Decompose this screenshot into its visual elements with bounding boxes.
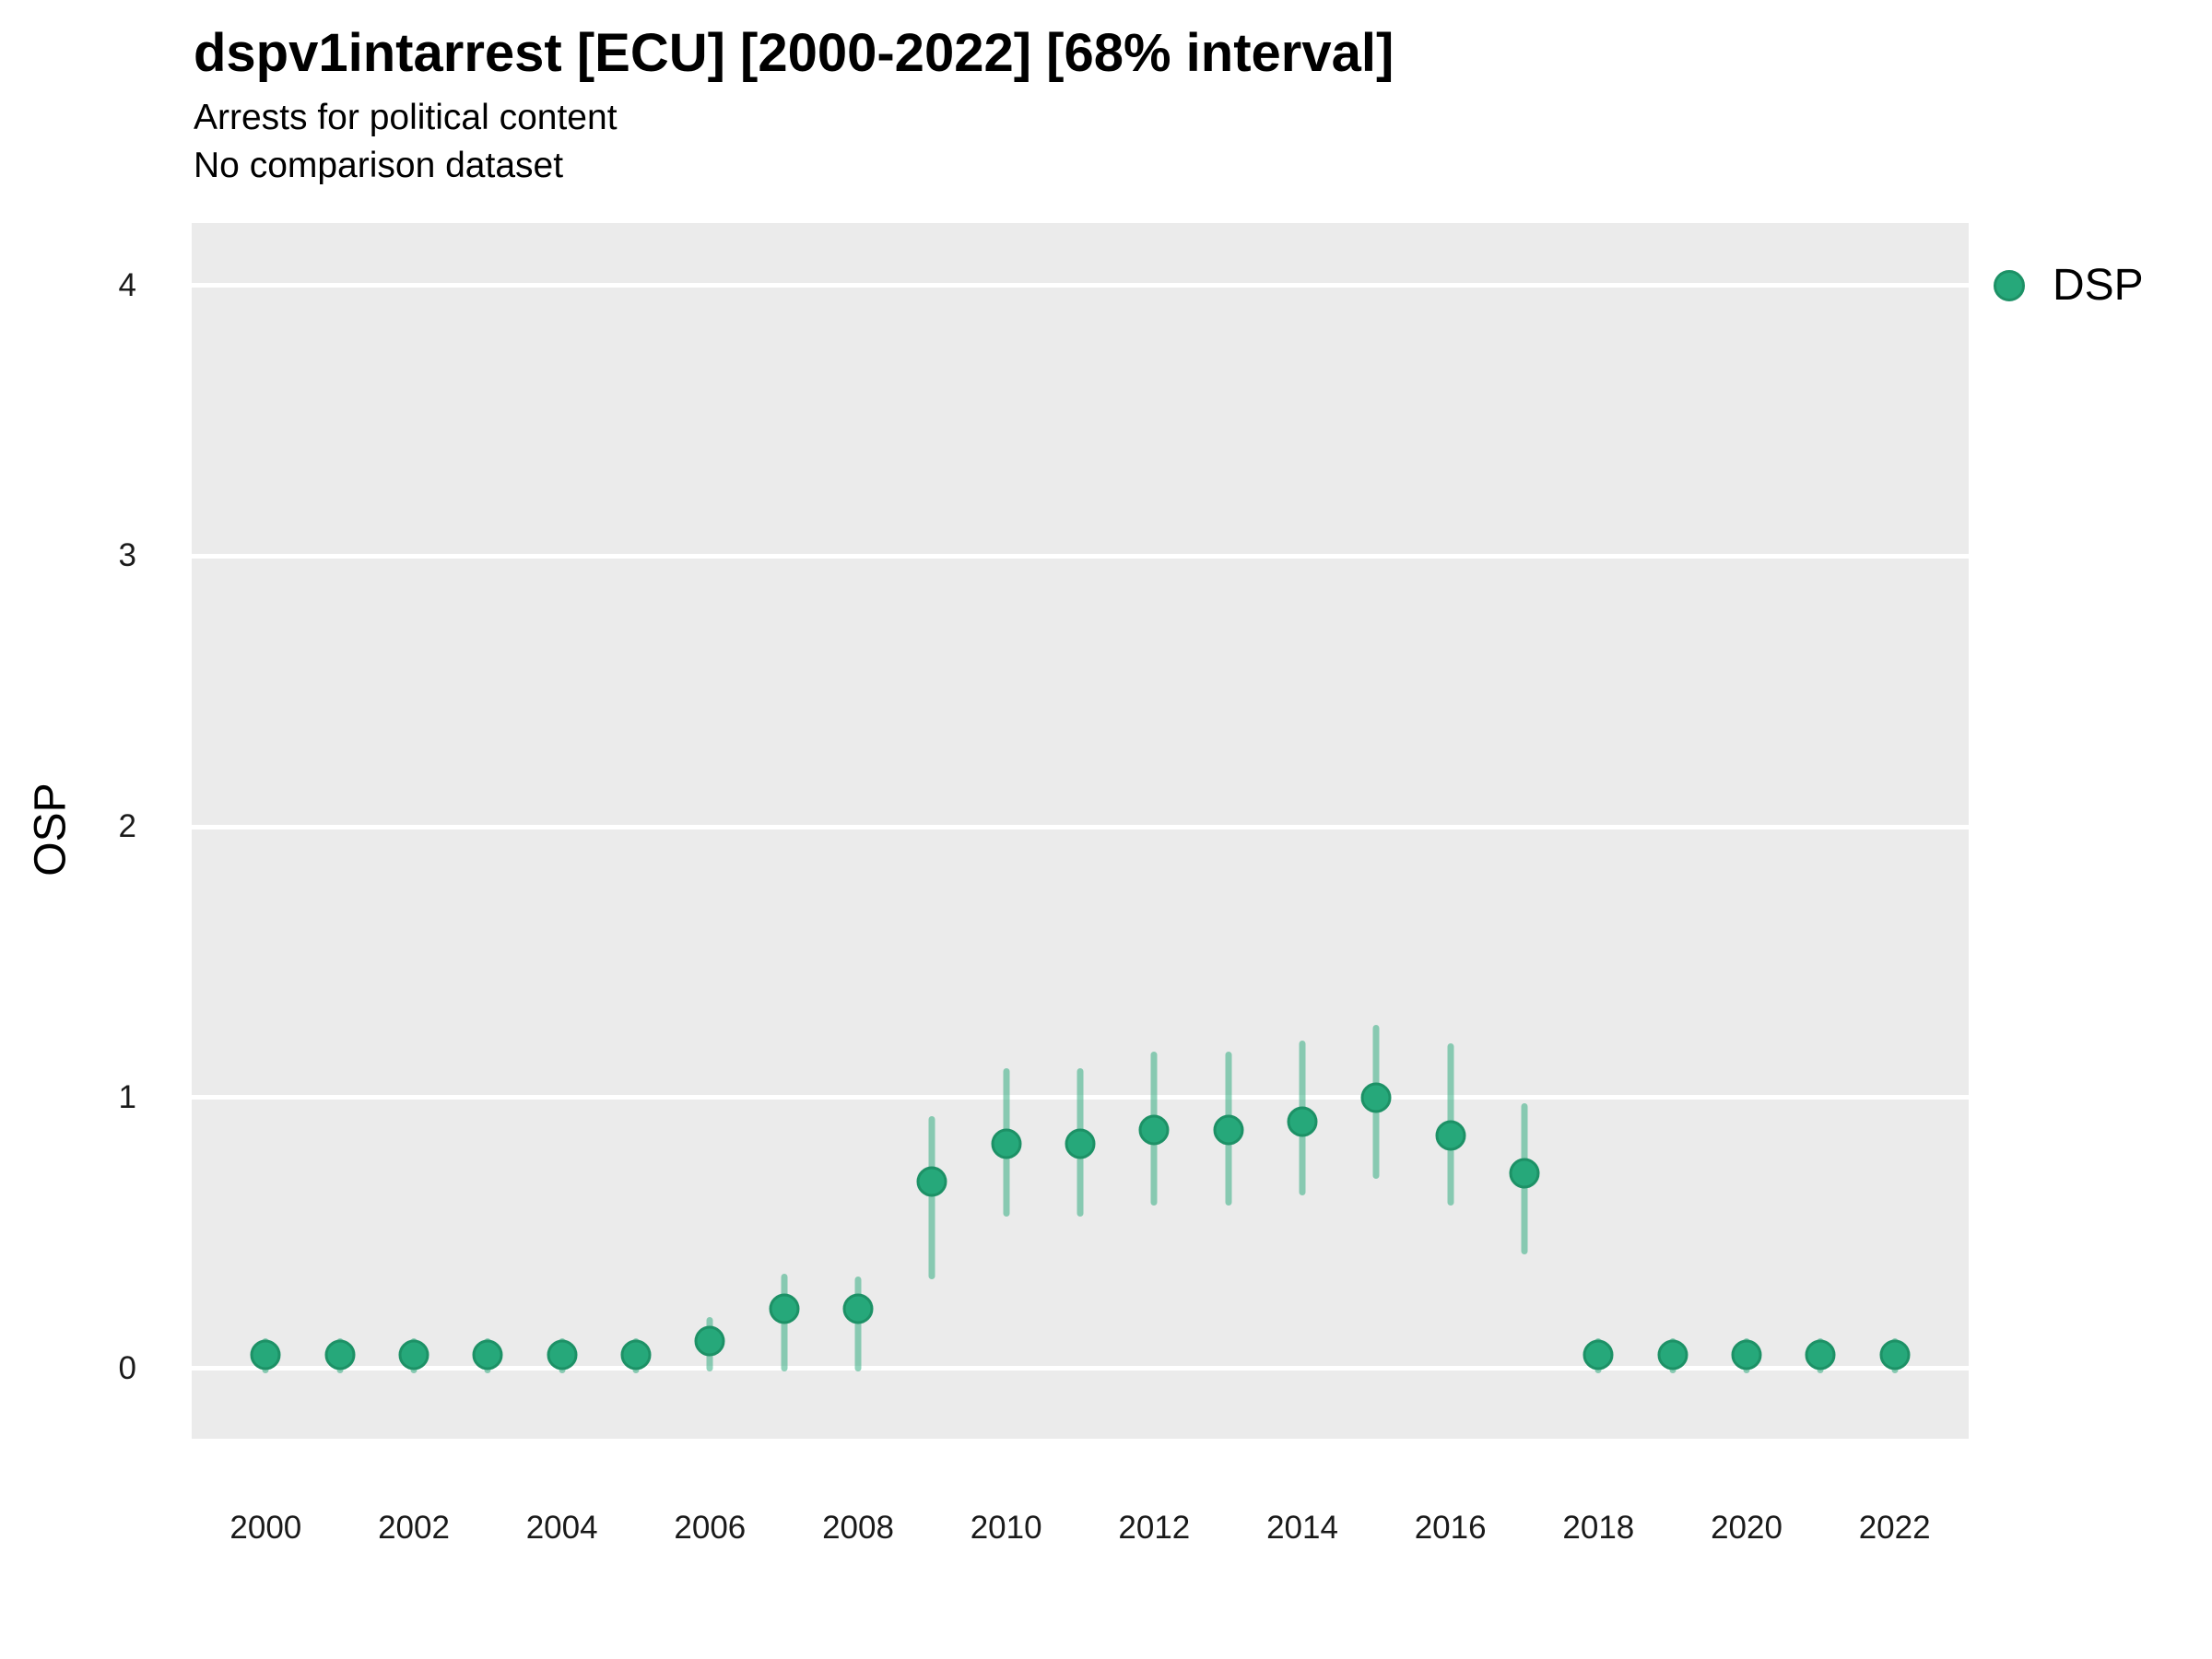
legend-label: DSP bbox=[2053, 261, 2144, 310]
x-tick-label-2006: 2006 bbox=[674, 1510, 747, 1546]
data-point-2002 bbox=[398, 1339, 429, 1371]
data-point-2020 bbox=[1731, 1339, 1762, 1371]
data-point-2004 bbox=[547, 1339, 578, 1371]
data-point-2000 bbox=[250, 1339, 281, 1371]
x-tick-label-2002: 2002 bbox=[378, 1510, 450, 1546]
data-point-2021 bbox=[1805, 1339, 1836, 1371]
data-point-2016 bbox=[1435, 1120, 1466, 1151]
data-point-2013 bbox=[1213, 1114, 1244, 1146]
gridline-y-4 bbox=[192, 283, 1969, 288]
x-tick-label-2016: 2016 bbox=[1414, 1510, 1487, 1546]
x-tick-label-2000: 2000 bbox=[229, 1510, 302, 1546]
data-point-2005 bbox=[620, 1339, 652, 1371]
chart-subtitle: Arrests for political content bbox=[194, 98, 618, 137]
chart-title: dspv1intarrest [ECU] [2000-2022] [68% in… bbox=[194, 23, 1394, 83]
chart-subtitle-comparison: No comparison dataset bbox=[194, 146, 564, 185]
data-point-2022 bbox=[1879, 1339, 1911, 1371]
y-tick-label-1: 1 bbox=[118, 1078, 136, 1115]
y-tick-label-4: 4 bbox=[118, 266, 136, 303]
y-tick-label-2: 2 bbox=[118, 808, 136, 845]
data-point-2019 bbox=[1657, 1339, 1688, 1371]
data-point-2011 bbox=[1065, 1128, 1096, 1159]
gridline-y-3 bbox=[192, 553, 1969, 559]
x-tick-label-2014: 2014 bbox=[1266, 1510, 1338, 1546]
legend-marker-icon bbox=[1994, 269, 2025, 301]
data-point-2008 bbox=[842, 1293, 874, 1324]
data-point-2014 bbox=[1287, 1106, 1318, 1137]
data-point-2015 bbox=[1360, 1082, 1392, 1113]
x-tick-label-2020: 2020 bbox=[1711, 1510, 1783, 1546]
x-tick-label-2008: 2008 bbox=[822, 1510, 894, 1546]
y-tick-label-3: 3 bbox=[118, 537, 136, 574]
gridline-y-0 bbox=[192, 1366, 1969, 1371]
x-tick-label-2004: 2004 bbox=[525, 1510, 598, 1546]
interval-bar-2009 bbox=[928, 1116, 935, 1279]
y-axis-title: OSP bbox=[26, 782, 76, 877]
data-point-2018 bbox=[1583, 1339, 1614, 1371]
gridline-y-2 bbox=[192, 824, 1969, 830]
data-point-2017 bbox=[1509, 1158, 1540, 1189]
data-point-2009 bbox=[916, 1166, 947, 1197]
data-point-2003 bbox=[472, 1339, 503, 1371]
data-point-2010 bbox=[991, 1128, 1022, 1159]
x-tick-label-2012: 2012 bbox=[1118, 1510, 1191, 1546]
data-point-2006 bbox=[694, 1325, 725, 1357]
data-point-2012 bbox=[1138, 1114, 1170, 1146]
data-point-2001 bbox=[324, 1339, 356, 1371]
data-point-2007 bbox=[769, 1293, 800, 1324]
y-tick-label-0: 0 bbox=[118, 1349, 136, 1386]
plot-panel bbox=[192, 223, 1969, 1439]
legend: DSP bbox=[1994, 260, 2144, 311]
x-tick-label-2010: 2010 bbox=[970, 1510, 1042, 1546]
x-tick-label-2018: 2018 bbox=[1562, 1510, 1635, 1546]
x-tick-label-2022: 2022 bbox=[1858, 1510, 1931, 1546]
